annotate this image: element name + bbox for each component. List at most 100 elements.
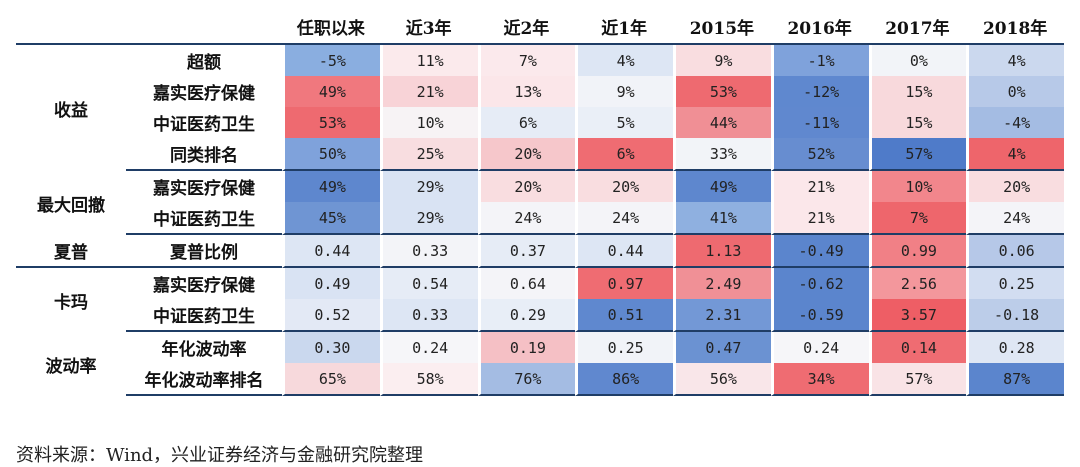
- value-cell: 0.33: [379, 299, 478, 332]
- value-cell: 0.49: [282, 268, 380, 299]
- value-cell: -0.49: [770, 235, 869, 268]
- value-cell: 0.06: [966, 235, 1064, 268]
- row-label: 中证医药卫生: [126, 299, 282, 332]
- value-cell: 41%: [673, 202, 771, 235]
- value-cell: 53%: [282, 107, 380, 138]
- value-cell: 0.25: [966, 268, 1064, 299]
- value-cell: 76%: [477, 363, 576, 396]
- value-cell: 6%: [575, 138, 673, 171]
- value-cell: 52%: [770, 138, 869, 171]
- group-label: 最大回撤: [37, 195, 105, 216]
- table-row: 嘉实医疗保健 49% 21% 13% 9% 53% -12% 15% 0%: [16, 76, 1064, 107]
- value-cell: 24%: [477, 202, 576, 235]
- value-cell: 29%: [379, 202, 478, 235]
- group-label: 夏普: [16, 235, 126, 268]
- value-cell: 87%: [966, 363, 1064, 396]
- header-corner: [16, 10, 126, 45]
- value-cell: 15%: [868, 107, 967, 138]
- table-body: 收益 超额 -5% 11% 7% 4% 9% -1% 0% 4% 嘉实医疗保健 49% 21% 13% 9%…: [16, 45, 1064, 396]
- value-cell: 3.57: [868, 299, 967, 332]
- value-cell: 1.13: [673, 235, 771, 268]
- table-row: 最大回撤 嘉实医疗保健 49% 29% 20% 20% 49% 21% 10% 20%: [16, 171, 1064, 216]
- value-cell: 7%: [477, 45, 576, 76]
- row-label: 中证医药卫生: [153, 115, 255, 135]
- value-cell: 2.49: [673, 268, 771, 299]
- value-cell: 0.33: [379, 235, 478, 268]
- source-note: 资料来源：Wind，兴业证券经济与金融研究院整理: [16, 445, 424, 466]
- table-row: 同类排名 50% 25% 20% 6% 33% 52% 57% 4%: [16, 138, 1064, 171]
- value-cell: 57%: [868, 363, 967, 396]
- value-cell: 0.44: [575, 235, 673, 268]
- value-cell: 24%: [966, 202, 1064, 235]
- value-cell: 20%: [477, 171, 576, 202]
- value-cell: 21%: [770, 202, 869, 235]
- value-cell: -0.59: [770, 299, 869, 332]
- value-cell: 11%: [379, 45, 478, 76]
- value-cell: 58%: [379, 363, 478, 396]
- value-cell: -5%: [282, 45, 380, 76]
- value-cell: 49%: [282, 171, 380, 202]
- table-row: 夏普 夏普比例 0.44 0.33 0.37 0.44 1.13 -0.49 0.99 0.06: [16, 235, 1064, 268]
- value-cell: 0.44: [282, 235, 380, 268]
- table-row: 中证医药卫生 53% 10% 6% 5% 44% -11% 15% -4%: [16, 107, 1064, 138]
- header-cell: 近2年: [477, 10, 576, 45]
- value-cell: 0.37: [477, 235, 576, 268]
- table-row: 收益 超额 -5% 11% 7% 4% 9% -1% 0% 4%: [16, 45, 1064, 121]
- value-cell: 24%: [575, 202, 673, 235]
- value-cell: 20%: [477, 138, 576, 171]
- value-cell: 0.47: [673, 332, 771, 363]
- group-label: 收益: [54, 100, 88, 121]
- value-cell: 21%: [379, 76, 478, 107]
- value-cell: -12%: [770, 76, 869, 107]
- row-label: 夏普比例: [126, 235, 282, 268]
- value-cell: 10%: [379, 107, 478, 138]
- value-cell: 21%: [770, 171, 869, 202]
- value-cell: 9%: [673, 45, 771, 76]
- value-cell: 65%: [282, 363, 380, 396]
- header-row: 任职以来 近3年 近2年 近1年 2015年 2016年 2017年 2018年: [16, 10, 1064, 45]
- table-row: 中证医药卫生 45% 29% 24% 24% 41% 21% 7% 24%: [16, 202, 1064, 235]
- value-cell: 10%: [868, 171, 967, 202]
- header-corner-sub: [126, 10, 282, 45]
- value-cell: 0.52: [282, 299, 380, 332]
- value-cell: -1%: [770, 45, 869, 76]
- value-cell: 50%: [282, 138, 380, 171]
- row-label: 同类排名: [126, 138, 282, 171]
- row-label: 嘉实医疗保健: [153, 84, 255, 104]
- table-row: 年化波动率排名 65% 58% 76% 86% 56% 34% 57% 87%: [16, 363, 1064, 396]
- value-cell: 0.24: [770, 332, 869, 363]
- value-cell: 6%: [477, 107, 576, 138]
- header-cell: 近3年: [379, 10, 478, 45]
- row-label: 嘉实医疗保健: [153, 179, 255, 199]
- value-cell: 44%: [673, 107, 771, 138]
- value-cell: 53%: [673, 76, 771, 107]
- value-cell: 4%: [966, 45, 1064, 76]
- header-cell: 任职以来: [282, 10, 380, 45]
- table-row: 波动率 年化波动率 0.30 0.24 0.19 0.25 0.47 0.24 0.14 0.28: [16, 332, 1064, 377]
- header-cell: 近1年: [575, 10, 673, 45]
- value-cell: 5%: [575, 107, 673, 138]
- header-cell: 2017年: [868, 10, 967, 45]
- row-label: 中证医药卫生: [126, 202, 282, 235]
- value-cell: 4%: [966, 138, 1064, 171]
- comparison-table: 任职以来 近3年 近2年 近1年 2015年 2016年 2017年 2018年…: [16, 10, 1064, 396]
- row-label: 超额: [187, 53, 221, 73]
- row-label: 嘉实医疗保健: [153, 276, 255, 296]
- value-cell: 0.19: [477, 332, 576, 363]
- header-cell: 2015年: [673, 10, 771, 45]
- value-cell: -0.62: [770, 268, 869, 299]
- table-row: 卡玛 嘉实医疗保健 0.49 0.54 0.64 0.97 2.49 -0.62 2.56 0.2…: [16, 268, 1064, 313]
- value-cell: 33%: [673, 138, 771, 171]
- value-cell: 15%: [868, 76, 967, 107]
- value-cell: 9%: [575, 76, 673, 107]
- row-label: 年化波动率: [161, 340, 247, 360]
- value-cell: -4%: [966, 107, 1064, 138]
- value-cell: 13%: [477, 76, 576, 107]
- value-cell: 56%: [673, 363, 771, 396]
- value-cell: 34%: [770, 363, 869, 396]
- value-cell: 0.97: [575, 268, 673, 299]
- value-cell: 0.30: [282, 332, 380, 363]
- value-cell: 25%: [379, 138, 478, 171]
- value-cell: 0%: [868, 45, 967, 76]
- value-cell: 0.99: [868, 235, 967, 268]
